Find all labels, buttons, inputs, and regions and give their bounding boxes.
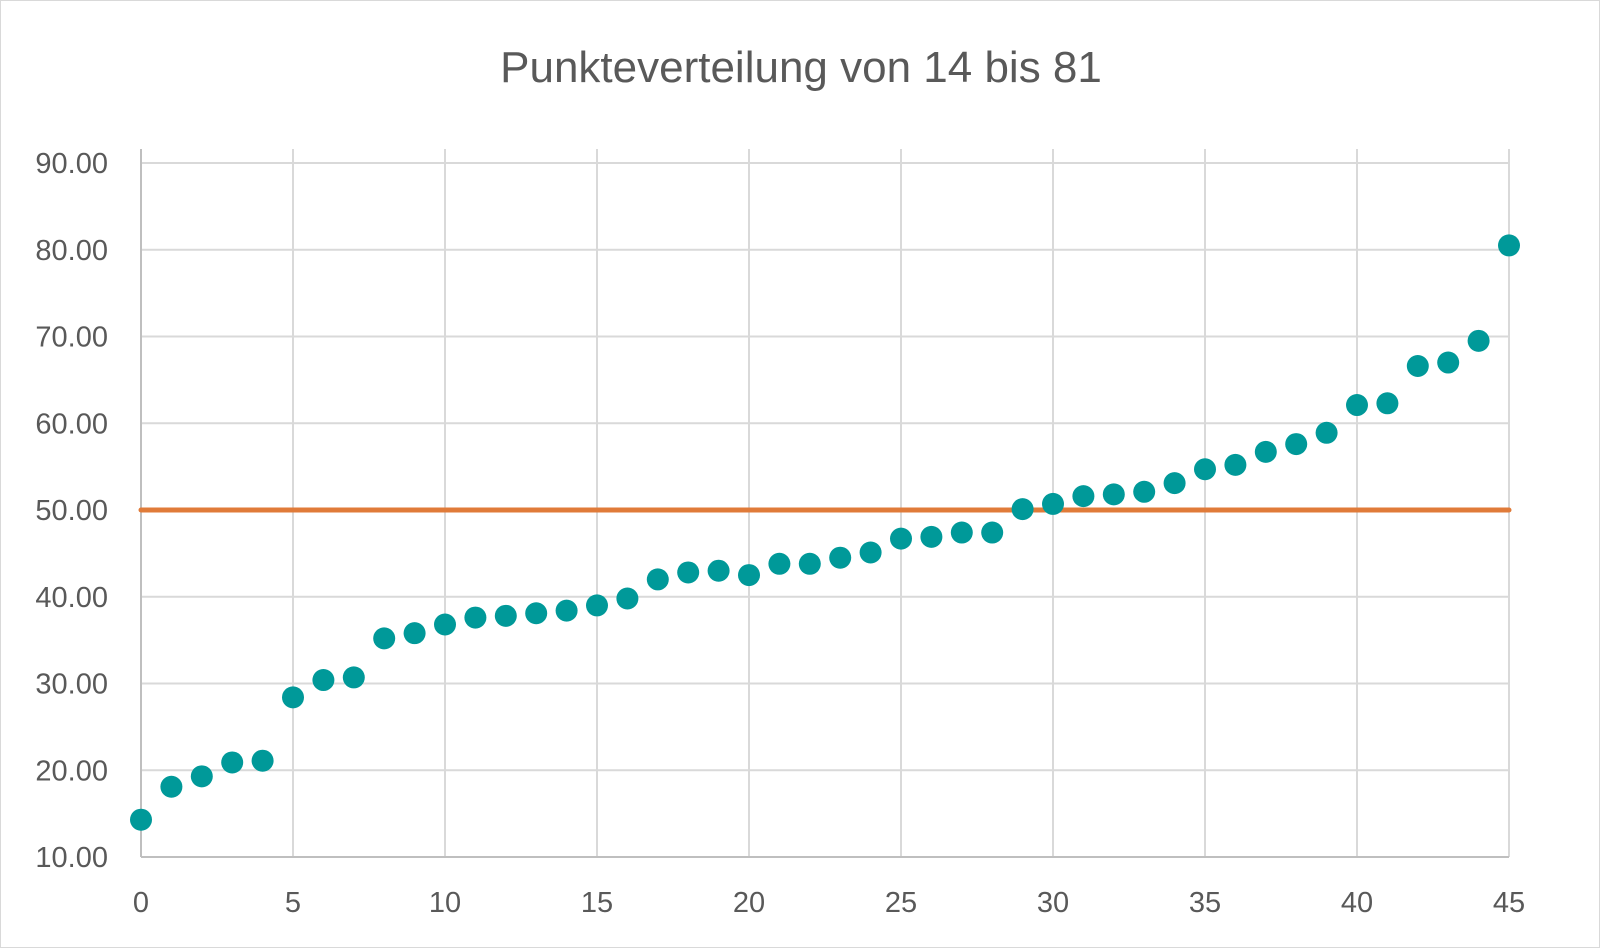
scatter-point (434, 613, 456, 636)
scatter-point (464, 606, 487, 629)
scatter-point (190, 765, 213, 788)
scatter-point (1072, 485, 1095, 508)
x-tick-label: 35 (1189, 887, 1221, 919)
x-tick-label: 20 (733, 887, 765, 919)
scatter-point (1315, 421, 1338, 444)
x-tick-label: 30 (1037, 887, 1069, 919)
scatter-point (829, 546, 852, 569)
y-tick-label: 60.00 (35, 408, 108, 440)
axes (140, 149, 1509, 858)
scatter-point (1011, 498, 1034, 521)
scatter-point (282, 686, 304, 709)
scatter-point (1467, 329, 1490, 352)
scatter-point (1406, 354, 1429, 377)
scatter-point (859, 541, 882, 564)
grid-lines (141, 149, 1510, 857)
scatter-point (1285, 433, 1308, 456)
scatter-point (251, 749, 274, 772)
scatter-point (1102, 483, 1125, 506)
scatter-point (1346, 394, 1368, 417)
y-tick-label: 10.00 (35, 842, 108, 874)
scatter-point (1376, 392, 1399, 415)
scatter-point (768, 552, 791, 575)
scatter-point (616, 587, 639, 610)
scatter-point (677, 561, 700, 584)
scatter-point (1042, 492, 1064, 515)
y-tick-label: 70.00 (35, 322, 108, 354)
scatter-point (1254, 440, 1277, 463)
y-tick-label: 50.00 (35, 495, 108, 527)
y-tick-label: 80.00 (35, 235, 108, 267)
x-tick-label: 0 (133, 887, 149, 919)
scatter-point (1194, 458, 1216, 481)
scatter-point (555, 599, 578, 622)
scatter-point (798, 552, 821, 575)
scatter-point (1224, 453, 1247, 476)
scatter-point (707, 559, 730, 582)
scatter-point (890, 527, 912, 550)
chart-title: Punkteverteilung von 14 bis 81 (500, 43, 1102, 92)
x-tick-label: 25 (885, 887, 917, 919)
scatter-points (130, 234, 1520, 831)
scatter-point (312, 669, 335, 692)
scatter-point (1498, 234, 1520, 257)
scatter-point (160, 775, 183, 798)
scatter-point (1163, 472, 1186, 495)
x-axis-tick-labels: 0 5 10 15 20 25 30 35 40 45 (133, 887, 1525, 919)
x-tick-label: 5 (285, 887, 301, 919)
scatter-point (342, 666, 365, 689)
scatter-point (130, 808, 152, 831)
scatter-point (1133, 480, 1156, 503)
scatter-point (403, 622, 426, 645)
scatter-point (494, 604, 517, 627)
scatter-point (586, 594, 608, 617)
scatter-point (920, 525, 943, 548)
scatter-point (738, 564, 760, 587)
scatter-point (1437, 351, 1460, 374)
scatter-point (981, 521, 1004, 544)
y-axis-tick-labels: 10.00 20.00 30.00 40.00 50.00 60.00 70.00 80.00… (35, 148, 108, 874)
x-tick-label: 40 (1341, 887, 1373, 919)
x-tick-label: 15 (581, 887, 613, 919)
scatter-point (646, 568, 669, 591)
scatter-point (373, 627, 396, 650)
scatter-point (221, 751, 244, 774)
y-tick-label: 90.00 (35, 148, 108, 180)
y-tick-label: 40.00 (35, 582, 108, 614)
scatter-point (950, 521, 973, 544)
x-tick-label: 10 (429, 887, 461, 919)
x-tick-label: 45 (1493, 887, 1525, 919)
scatter-point (525, 602, 548, 625)
y-tick-label: 30.00 (35, 669, 108, 701)
y-tick-label: 20.00 (35, 755, 108, 787)
